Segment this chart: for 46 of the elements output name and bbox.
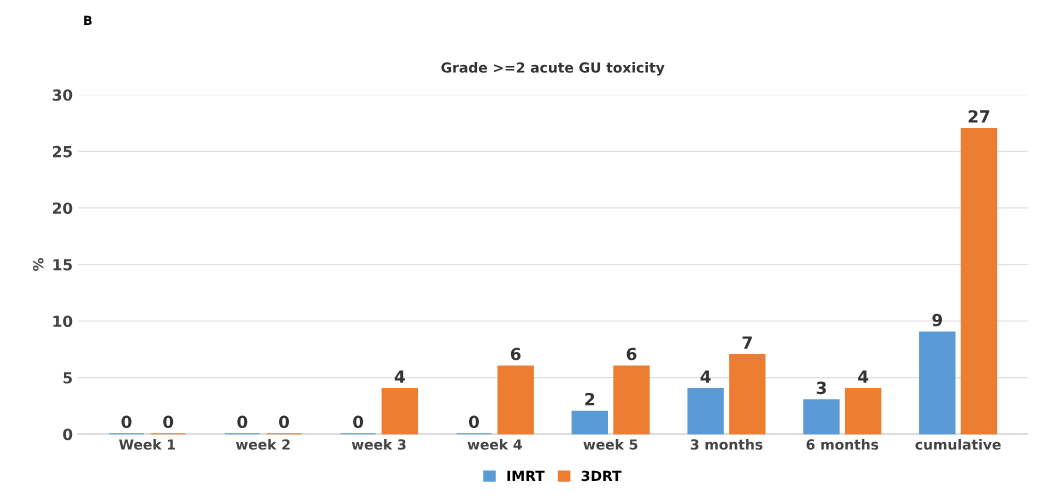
data-label: 6 xyxy=(626,347,637,361)
bar xyxy=(729,354,766,435)
bar xyxy=(960,127,998,435)
data-label: 0 xyxy=(237,415,248,429)
data-label: 4 xyxy=(700,370,711,383)
x-tick-label: week 3 xyxy=(351,438,406,450)
chart-title: Grade >=2 acute GU toxicity xyxy=(441,62,665,76)
data-label: 0 xyxy=(468,415,479,429)
x-tick-label: 6 months xyxy=(806,438,879,450)
data-label: 0 xyxy=(279,415,290,429)
data-label: 0 xyxy=(121,415,132,429)
data-label: 0 xyxy=(163,415,174,429)
y-tick-label: 15 xyxy=(53,259,72,271)
bar xyxy=(497,365,534,435)
data-label: 0 xyxy=(353,415,364,429)
y-axis-title: % xyxy=(32,257,44,271)
bar xyxy=(687,388,724,435)
x-tick-label: cumulative xyxy=(915,438,1001,450)
x-tick-label: week 2 xyxy=(235,438,290,450)
bar xyxy=(919,331,956,435)
bar xyxy=(613,365,650,435)
x-tick-label: week 4 xyxy=(467,438,522,450)
legend-label: IMRT xyxy=(507,470,545,481)
data-label: 3 xyxy=(816,381,826,395)
legend-label: 3DRT xyxy=(581,470,622,482)
data-label: 4 xyxy=(394,370,405,383)
bar xyxy=(803,399,840,435)
data-label: 9 xyxy=(932,313,943,327)
data-label: 7 xyxy=(742,336,752,349)
x-tick-label: week 5 xyxy=(583,438,638,450)
y-tick-label: 0 xyxy=(63,428,73,441)
bar xyxy=(381,388,419,435)
y-tick-label: 5 xyxy=(63,372,72,384)
data-label: 6 xyxy=(510,347,521,361)
data-label: 2 xyxy=(585,392,595,406)
text: B xyxy=(84,15,92,25)
data-label: 4 xyxy=(858,370,869,383)
y-tick-label: 10 xyxy=(53,315,73,328)
bar xyxy=(571,410,609,435)
x-tick-label: 3 months xyxy=(690,438,763,450)
x-tick-label: Week 1 xyxy=(119,438,176,450)
y-tick-label: 25 xyxy=(52,145,72,158)
y-tick-label: 20 xyxy=(52,202,73,214)
y-tick-label: 30 xyxy=(52,89,73,101)
data-label: 27 xyxy=(968,110,990,123)
bar xyxy=(844,388,882,435)
